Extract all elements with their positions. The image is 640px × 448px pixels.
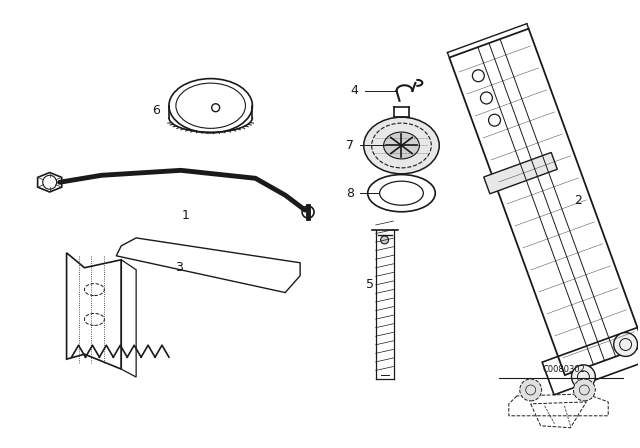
Circle shape <box>614 332 637 357</box>
Ellipse shape <box>383 132 419 159</box>
Text: 4: 4 <box>351 84 359 97</box>
Text: 7: 7 <box>346 139 354 152</box>
Text: 8: 8 <box>346 187 354 200</box>
Circle shape <box>381 236 388 244</box>
Text: 6: 6 <box>152 104 160 117</box>
Circle shape <box>572 365 595 389</box>
Text: 1: 1 <box>182 209 190 222</box>
Text: 2: 2 <box>575 194 582 207</box>
Circle shape <box>573 379 595 401</box>
Ellipse shape <box>364 117 439 174</box>
Text: 5: 5 <box>365 278 374 291</box>
Circle shape <box>520 379 541 401</box>
Text: C0080302: C0080302 <box>542 365 585 374</box>
Text: 3: 3 <box>175 261 183 274</box>
Polygon shape <box>484 152 557 194</box>
